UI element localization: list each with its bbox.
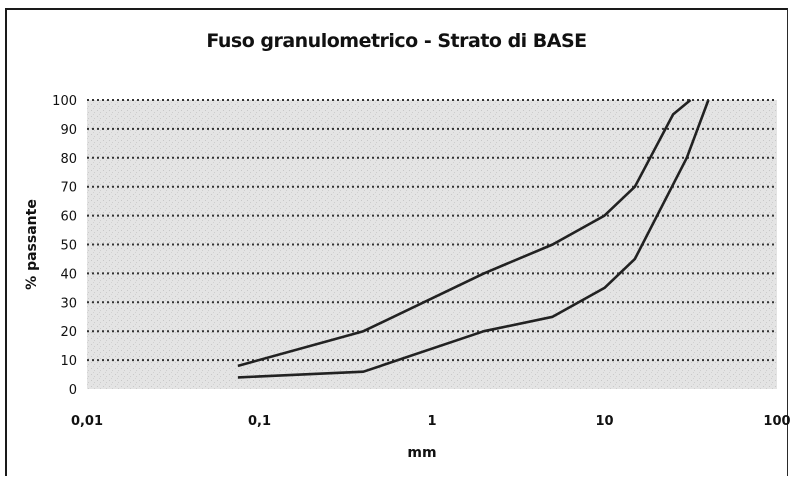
x-tick-label: 100 xyxy=(763,414,790,429)
y-tick-label: 30 xyxy=(60,296,77,311)
y-tick-label: 0 xyxy=(69,383,77,398)
x-tick-labels: 0,01 0,1 1 10 100 xyxy=(71,414,791,429)
series-group xyxy=(237,98,710,379)
lower-limit-line xyxy=(237,99,710,379)
y-axis-label: % passante xyxy=(24,199,40,290)
y-tick-label: 50 xyxy=(60,239,77,254)
y-tick-label: 10 xyxy=(60,354,77,369)
x-axis-label: mm xyxy=(407,445,436,461)
x-tick-label: 1 xyxy=(427,414,436,429)
grid-lines xyxy=(87,99,777,362)
upper-limit-line xyxy=(237,98,692,368)
y-tick-label: 90 xyxy=(60,123,77,138)
x-tick-label: 10 xyxy=(595,414,613,429)
y-tick-label: 80 xyxy=(60,152,77,167)
y-tick-label: 100 xyxy=(52,94,77,109)
y-tick-labels: 0 10 20 30 40 50 60 70 80 90 100 xyxy=(52,94,77,398)
chart-title: Fuso granulometrico - Strato di BASE xyxy=(206,30,587,52)
x-tick-label: 0,1 xyxy=(248,414,271,429)
y-tick-label: 40 xyxy=(60,267,77,282)
y-tick-label: 60 xyxy=(60,210,77,225)
y-tick-label: 20 xyxy=(60,325,77,340)
y-tick-label: 70 xyxy=(60,181,77,196)
x-tick-label: 0,01 xyxy=(71,414,103,429)
